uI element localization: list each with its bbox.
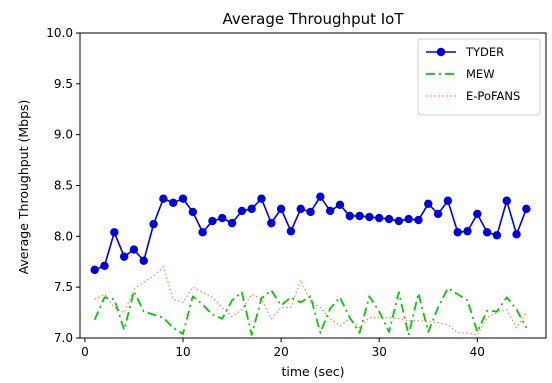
- data-point: [149, 219, 158, 229]
- data-point: [325, 206, 335, 216]
- data-point: [218, 213, 227, 223]
- data-point: [257, 194, 266, 203]
- data-point: [110, 228, 119, 237]
- data-point: [227, 218, 237, 228]
- series-line-mew: [93, 287, 528, 336]
- data-point: [159, 194, 168, 203]
- data-point: [375, 213, 384, 223]
- axis-ticks: 0 10 20 30 40 7.0 7.5 8.0 8.5 9.0 9.5 10.0: [46, 26, 485, 359]
- data-point: [247, 204, 256, 214]
- y-tick-label: 8.5: [54, 179, 73, 193]
- y-tick-label: 7.5: [54, 280, 73, 294]
- legend-label: TYDER: [465, 45, 504, 59]
- data-point: [139, 256, 148, 265]
- data-point: [296, 204, 305, 214]
- x-tick-label: 0: [81, 345, 89, 359]
- y-tick-label: 10.0: [46, 26, 73, 40]
- data-point: [335, 200, 345, 210]
- data-point: [453, 228, 462, 237]
- data-point: [365, 212, 374, 222]
- data-point: [129, 245, 139, 254]
- data-point: [119, 252, 129, 261]
- legend-box: [417, 38, 541, 116]
- data-point: [512, 230, 521, 239]
- data-point: [198, 228, 207, 237]
- data-point: [502, 196, 511, 205]
- legend-marker: [436, 47, 446, 57]
- x-tick-label: 10: [175, 345, 190, 359]
- x-tick-label: 20: [273, 345, 288, 359]
- data-point: [463, 227, 472, 236]
- x-axis-label: time (sec): [281, 364, 344, 379]
- data-point: [414, 215, 423, 225]
- data-point: [433, 209, 443, 219]
- data-point: [404, 214, 413, 224]
- data-point: [276, 204, 286, 214]
- data-point: [169, 198, 178, 207]
- data-point: [424, 199, 433, 208]
- y-tick-label: 9.5: [54, 77, 73, 91]
- data-point: [90, 265, 99, 275]
- y-tick-label: 9.0: [54, 128, 73, 142]
- legend-label: MEW: [466, 67, 495, 81]
- data-point: [522, 204, 531, 214]
- data-point: [355, 211, 364, 221]
- data-point: [482, 228, 492, 237]
- chart-title: Average Throughput IoT: [222, 10, 404, 28]
- x-tick-label: 30: [372, 345, 387, 359]
- data-point: [492, 231, 502, 240]
- data-point: [286, 227, 296, 236]
- data-point: [394, 216, 404, 226]
- data-point: [306, 207, 315, 217]
- data-point: [443, 196, 453, 205]
- legend: TYDER MEW E-PoFANS: [417, 38, 541, 116]
- data-point: [188, 207, 198, 217]
- data-point: [267, 218, 276, 228]
- data-point: [316, 192, 325, 201]
- data-point: [178, 194, 188, 203]
- legend-label: E-PoFANS: [466, 89, 520, 103]
- data-point: [100, 261, 109, 271]
- y-axis-label: Average Throughput (Mbps): [16, 100, 31, 275]
- plot-frame: [79, 32, 547, 339]
- data-point: [208, 216, 217, 226]
- y-tick-label: 7.0: [54, 331, 73, 345]
- x-tick-label: 40: [470, 345, 485, 359]
- series-lines: [90, 192, 531, 336]
- series-line-e-pofans: [94, 266, 527, 336]
- data-point: [345, 211, 354, 221]
- data-point: [237, 206, 247, 216]
- data-point: [473, 209, 482, 219]
- data-point: [384, 214, 394, 224]
- y-tick-label: 8.0: [54, 229, 73, 243]
